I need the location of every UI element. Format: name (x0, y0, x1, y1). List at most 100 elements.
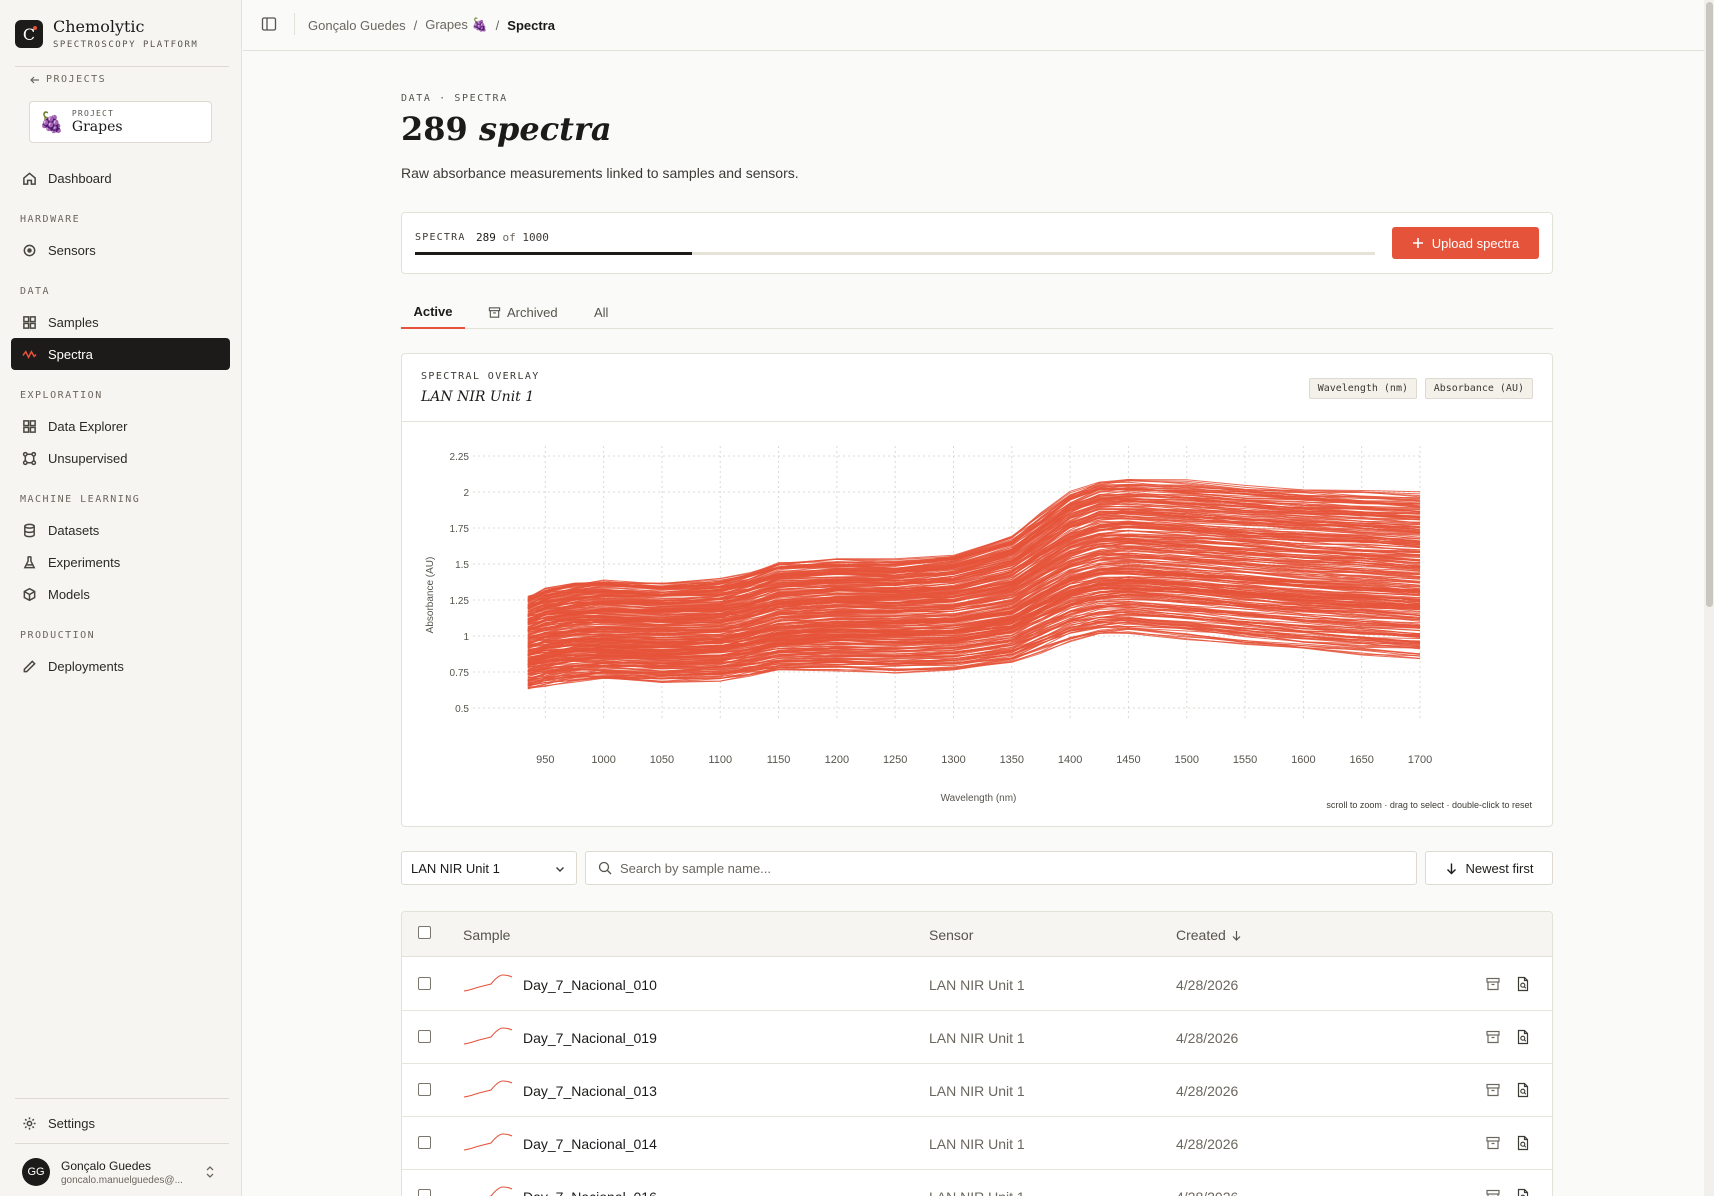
sidebar-item-experiments[interactable]: Experiments (11, 546, 230, 578)
scrollbar-thumb[interactable] (1706, 2, 1713, 607)
row-checkbox[interactable] (418, 1189, 431, 1196)
spectrum-line (527, 510, 1421, 617)
waveform-icon (22, 349, 37, 359)
breadcrumb-current: Spectra (507, 17, 555, 33)
column-header-sample[interactable]: Sample (463, 927, 511, 943)
spectral-overlay-chart[interactable]: 950 1000 1050 1100 1150 1200 1250 1300 1350 1400 1… (402, 423, 1552, 827)
sensor-name: LAN NIR Unit 1 (929, 977, 1025, 993)
spectrum-line (527, 580, 1421, 656)
grape-emoji: 🍇 (471, 17, 488, 32)
chevron-updown-icon[interactable] (204, 1164, 216, 1180)
document-icon[interactable] (1515, 1135, 1531, 1151)
sidebar-item-data-explorer[interactable]: Data Explorer (11, 410, 230, 442)
sidebar-item-settings[interactable]: Settings (11, 1107, 230, 1139)
back-to-projects-link[interactable]: PROJECTS (30, 74, 106, 85)
sample-name[interactable]: Day_7_Nacional_016 (523, 1189, 657, 1196)
project-name: Grapes (71, 119, 123, 135)
y-tick-label: 2.25 (450, 452, 470, 463)
sidebar-item-label: Settings (48, 1115, 95, 1131)
page-title: 289 spectra (401, 110, 612, 148)
quota-of: of (502, 231, 516, 244)
sidebar-item-unsupervised[interactable]: Unsupervised (11, 442, 230, 474)
archive-icon[interactable] (1485, 1029, 1501, 1045)
table-row[interactable]: Day_7_Nacional_014 LAN NIR Unit 1 4/28/202… (402, 1117, 1552, 1170)
document-icon[interactable] (1515, 976, 1531, 992)
spectral-overlay-card: SPECTRAL OVERLAY LAN NIR Unit 1 Waveleng… (401, 353, 1553, 827)
y-tick-label: 0.5 (455, 704, 469, 715)
row-checkbox[interactable] (418, 1136, 431, 1149)
brand[interactable]: C Chemolytic SPECTROSCOPY PLATFORM (15, 18, 198, 50)
archive-icon[interactable] (1485, 1188, 1501, 1196)
sidebar-item-datasets[interactable]: Datasets (11, 514, 230, 546)
table-row[interactable]: Day_7_Nacional_010 LAN NIR Unit 1 4/28/202… (402, 958, 1552, 1011)
sidebar-item-models[interactable]: Models (11, 578, 230, 610)
breadcrumb-owner[interactable]: Gonçalo Guedes (308, 17, 406, 33)
upload-label: Upload spectra (1431, 235, 1520, 251)
search-input[interactable] (620, 860, 1400, 876)
sensor-name: LAN NIR Unit 1 (929, 1030, 1025, 1046)
x-tick-label: 1450 (1116, 754, 1140, 766)
spectrum-line (527, 590, 1421, 666)
logo-mark: C (15, 20, 43, 48)
sidebar-item-sensors[interactable]: Sensors (11, 234, 230, 266)
table-row[interactable]: Day_7_Nacional_016 LAN NIR Unit 1 4/28/202… (402, 1170, 1552, 1196)
target-icon (23, 244, 36, 256)
sidebar-item-samples[interactable]: Samples (11, 306, 230, 338)
sidebar-toggle-icon[interactable] (261, 16, 277, 32)
sample-name[interactable]: Day_7_Nacional_014 (523, 1136, 657, 1152)
spectrum-thumbnail (463, 1080, 513, 1098)
sidebar-item-dashboard[interactable]: Dashboard (11, 162, 230, 194)
archive-icon[interactable] (1485, 976, 1501, 992)
sample-name[interactable]: Day_7_Nacional_013 (523, 1083, 657, 1099)
row-checkbox[interactable] (418, 1083, 431, 1096)
column-header-created[interactable]: Created (1176, 927, 1242, 943)
sensor-select[interactable]: LAN NIR Unit 1 (401, 851, 577, 885)
x-tick-label: 1300 (941, 754, 965, 766)
archive-icon[interactable] (1485, 1082, 1501, 1098)
x-tick-label: 1500 (1175, 754, 1199, 766)
tab-all[interactable]: All (594, 296, 608, 329)
filter-bar: LAN NIR Unit 1 Newest first (401, 851, 1553, 886)
created-date: 4/28/2026 (1176, 1083, 1239, 1099)
arrow-left-icon (30, 76, 39, 83)
column-header-sensor[interactable]: Sensor (929, 927, 974, 943)
archive-icon[interactable] (1485, 1135, 1501, 1151)
sidebar-item-spectra[interactable]: Spectra (11, 338, 230, 370)
tab-active[interactable]: Active (401, 296, 465, 329)
sidebar-item-deployments[interactable]: Deployments (11, 650, 230, 682)
sample-name[interactable]: Day_7_Nacional_010 (523, 977, 657, 993)
sidebar-item-label: Models (48, 586, 90, 602)
spectrum-line (527, 480, 1421, 599)
sample-name[interactable]: Day_7_Nacional_019 (523, 1030, 657, 1046)
tab-archived[interactable]: Archived (488, 296, 558, 329)
x-axis-chip: Wavelength (nm) (1308, 378, 1417, 399)
spectrum-line (527, 526, 1421, 624)
created-date: 4/28/2026 (1176, 1189, 1238, 1196)
created-date: 4/28/2026 (1176, 1136, 1239, 1152)
row-checkbox[interactable] (418, 1030, 431, 1043)
x-tick-label: 950 (536, 754, 554, 766)
table-row[interactable]: Day_7_Nacional_013 LAN NIR Unit 1 4/28/202… (402, 1064, 1552, 1117)
x-tick-label: 1200 (825, 754, 849, 766)
spectrum-line (527, 592, 1421, 667)
spectrum-line (527, 613, 1421, 679)
page-subtitle: Raw absorbance measurements linked to sa… (401, 165, 799, 181)
divider (15, 66, 229, 67)
scrollbar[interactable] (1704, 0, 1714, 1196)
table-row[interactable]: Day_7_Nacional_019 LAN NIR Unit 1 4/28/202… (402, 1011, 1552, 1064)
grid-icon (23, 419, 36, 433)
user-menu[interactable]: GG Gonçalo Guedes goncalo.manuelguedes@.… (22, 1158, 183, 1186)
project-switcher[interactable]: 🍇 PROJECT Grapes (29, 101, 212, 143)
document-icon[interactable] (1515, 1082, 1531, 1098)
document-icon[interactable] (1515, 1029, 1531, 1045)
sort-button[interactable]: Newest first (1425, 851, 1553, 885)
spectrum-line (527, 576, 1421, 655)
select-all-checkbox[interactable] (418, 926, 431, 939)
row-checkbox[interactable] (418, 977, 431, 990)
breadcrumb-project[interactable]: Grapes 🍇 (425, 17, 487, 33)
quota-used: 289 (476, 231, 496, 244)
spectrum-line (527, 542, 1421, 631)
upload-spectra-button[interactable]: Upload spectra (1392, 227, 1539, 259)
spectrum-line (527, 631, 1421, 688)
document-icon[interactable] (1515, 1188, 1531, 1196)
